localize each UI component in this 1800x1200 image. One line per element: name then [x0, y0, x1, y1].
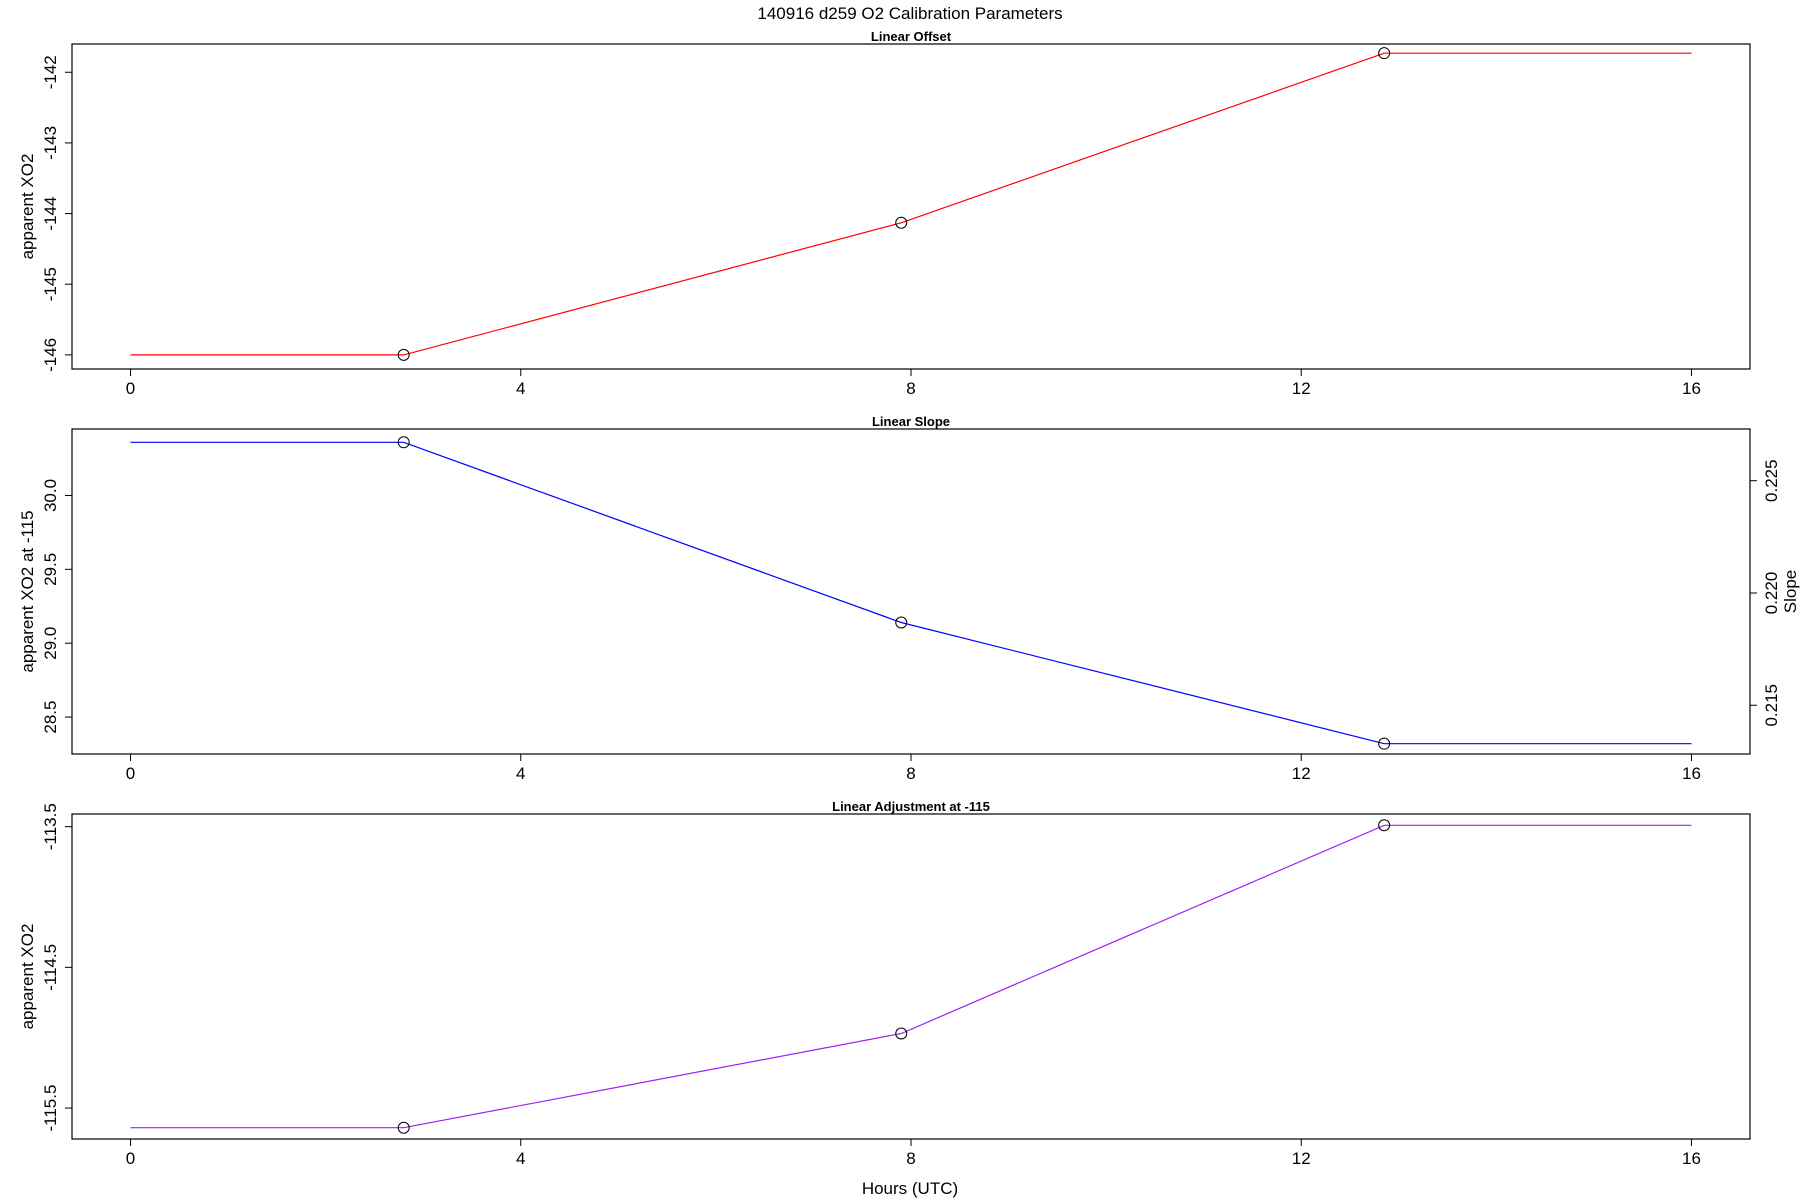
- y-tick-label: -143: [41, 126, 60, 160]
- data-point: [1378, 47, 1391, 60]
- plot-frame: [71, 428, 1751, 755]
- y-right-tick-label: 0.215: [1762, 684, 1781, 727]
- plot-frame: [71, 813, 1751, 1140]
- y-tick-label: 29.0: [41, 627, 60, 660]
- x-tick-label: 12: [1292, 1149, 1311, 1168]
- panel-3: Linear Adjustment at -115 0 4 8 12 16 -115.5 -1…: [18, 799, 1751, 1168]
- x-tick-label: 16: [1682, 1149, 1701, 1168]
- x-tick-label: 8: [906, 764, 915, 783]
- y-right-tick-label: 0.225: [1762, 459, 1781, 502]
- y-tick-label: 28.5: [41, 701, 60, 734]
- series-line: [130, 441, 1692, 745]
- y-tick-label: -145: [41, 267, 60, 301]
- series-line: [130, 824, 1692, 1129]
- data-point: [397, 1121, 410, 1134]
- figure-title: 140916 d259 O2 Calibration Parameters: [757, 4, 1062, 23]
- y-tick-label: 30.0: [41, 479, 60, 512]
- x-tick-label: 0: [126, 1149, 135, 1168]
- x-tick-label: 0: [126, 764, 135, 783]
- y-axis-label: apparent XO2: [18, 154, 37, 260]
- data-point: [895, 616, 908, 629]
- x-tick-label: 16: [1682, 764, 1701, 783]
- y-tick-label: -142: [41, 55, 60, 89]
- panel-title: Linear Adjustment at -115: [832, 799, 990, 814]
- y-axis-label: apparent XO2 at -115: [18, 510, 37, 672]
- x-tick-label: 12: [1292, 379, 1311, 398]
- panel-1: Linear Offset 0 4 8 12 16 -146 -145 -144 -143 -142…: [18, 29, 1751, 398]
- data-point: [895, 1027, 908, 1040]
- x-tick-label: 16: [1682, 379, 1701, 398]
- y-tick-label: -114.5: [41, 944, 60, 991]
- y-axis-label: apparent XO2: [18, 924, 37, 1030]
- y-tick-label: -113.5: [41, 803, 60, 850]
- x-tick-label: 4: [516, 1149, 525, 1168]
- data-point: [397, 436, 410, 449]
- y-tick-label: -115.5: [41, 1085, 60, 1132]
- x-tick-label: 4: [516, 764, 525, 783]
- x-tick-label: 0: [126, 379, 135, 398]
- data-point: [397, 348, 410, 361]
- y-right-axis-label: Slope: [1781, 570, 1800, 613]
- x-tick-label: 8: [906, 1149, 915, 1168]
- data-point: [895, 216, 908, 229]
- panel-title: Linear Offset: [871, 29, 952, 44]
- plot-frame: [71, 43, 1751, 370]
- x-tick-label: 4: [516, 379, 525, 398]
- panel-2: Linear Slope 0 4 8 12 16 28.5 29.0 29.5 30.0appar…: [18, 414, 1800, 783]
- x-tick-label: 8: [906, 379, 915, 398]
- y-right-tick-label: 0.220: [1762, 572, 1781, 615]
- x-axis-label: Hours (UTC): [862, 1179, 958, 1198]
- y-tick-label: -144: [41, 197, 60, 231]
- y-tick-label: 29.5: [41, 553, 60, 586]
- data-point: [1378, 737, 1391, 750]
- data-point: [1378, 819, 1391, 832]
- x-tick-label: 12: [1292, 764, 1311, 783]
- series-line: [130, 52, 1692, 356]
- panel-title: Linear Slope: [872, 414, 950, 429]
- y-tick-label: -146: [41, 338, 60, 372]
